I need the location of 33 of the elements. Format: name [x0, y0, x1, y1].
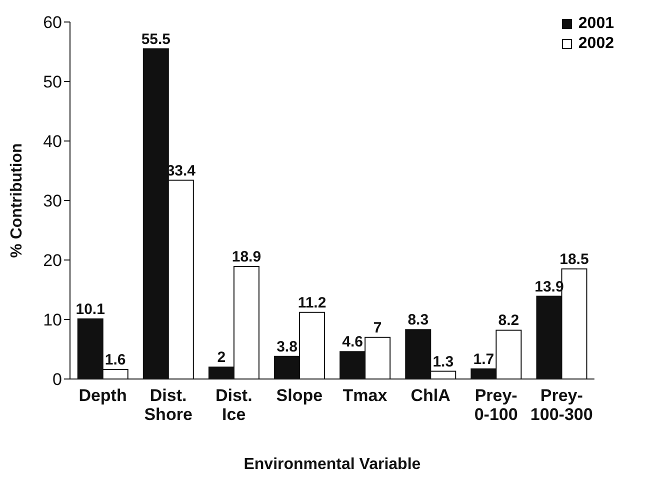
x-tick-label: Tmax	[342, 386, 388, 405]
y-tick-label: 10	[43, 310, 62, 330]
y-axis-title: % Contribution	[8, 143, 26, 258]
data-label: 18.9	[232, 248, 262, 266]
y-tick-label: 0	[52, 370, 62, 390]
data-label: 2	[217, 349, 226, 366]
x-tick-label: Depth	[78, 386, 127, 405]
legend-label: 2002	[578, 34, 614, 54]
y-tick-label: 50	[43, 72, 62, 92]
data-label: 10.1	[76, 300, 105, 318]
data-label: 3.8	[276, 338, 298, 356]
data-label: 4.6	[342, 334, 363, 351]
legend-label: 2001	[578, 14, 614, 34]
x-tick-label: Dist. Ice	[215, 386, 252, 424]
data-label: 11.2	[298, 294, 326, 312]
y-tick-label: 40	[43, 132, 62, 152]
x-tick-label: Prey-0-100	[474, 386, 518, 424]
y-tick-label: 60	[43, 13, 62, 32]
x-tick-label: Dist. Shore	[144, 386, 192, 424]
data-label: 1.6	[104, 351, 126, 368]
data-label: 8.2	[498, 312, 520, 330]
x-axis-title: Environmental Variable	[244, 456, 421, 473]
data-label: 18.5	[560, 250, 589, 268]
x-tick-label: Slope	[276, 386, 323, 405]
data-label: 55.5	[141, 30, 171, 48]
data-label: 1.3	[432, 353, 454, 370]
data-label: 8.3	[408, 312, 429, 329]
x-tick-label: ChlA	[410, 386, 450, 405]
data-label: 1.7	[473, 350, 494, 368]
y-tick-label: 30	[43, 192, 62, 211]
x-tick-label: Prey-100-300	[530, 386, 593, 424]
y-tick-label: 20	[43, 251, 62, 270]
data-label: 7	[373, 319, 382, 336]
